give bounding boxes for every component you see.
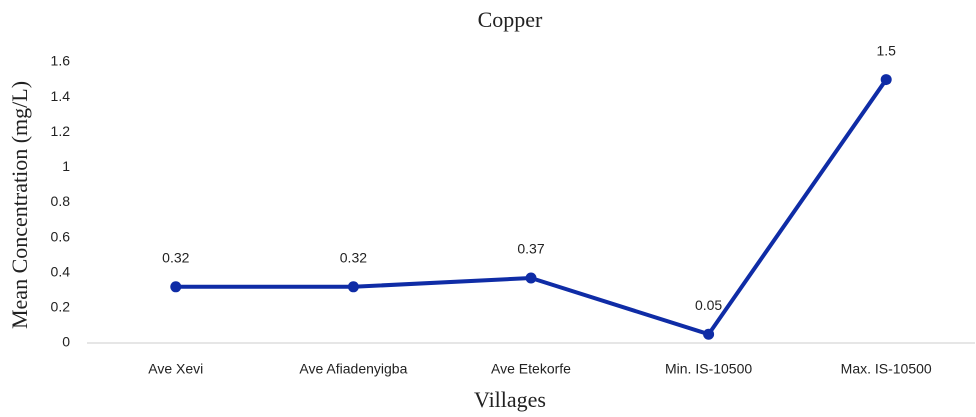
data-label: 1.5 [876,42,896,58]
y-tick-label: 0.2 [51,299,71,315]
y-axis-title: Mean Concentration (mg/L) [7,81,32,329]
y-tick-label: 0 [62,334,70,350]
line-marker [170,281,182,293]
x-tick-label: Ave Afiadenyigba [299,361,407,377]
y-tick-label: 0.8 [51,193,71,209]
line-series [175,78,888,337]
x-tick-label: Min. IS-10500 [665,361,752,377]
y-tick-label: 0.6 [51,228,71,244]
line-marker [347,281,359,293]
x-tick-label: Ave Etekorfe [491,361,571,377]
y-tick-label: 1.2 [51,123,71,139]
y-tick-label: 0.4 [51,263,71,279]
data-label: 0.32 [340,250,367,266]
y-tick-label: 1.6 [51,53,71,69]
data-label: 0.37 [517,241,544,257]
line-marker [525,272,537,284]
y-tick-label: 1 [62,158,70,174]
x-tick-label: Ave Xevi [148,361,203,377]
line-marker [703,328,715,340]
data-label: 0.05 [695,297,722,313]
chart-title: Copper [478,7,543,32]
data-label: 0.32 [162,250,189,266]
x-tick-label: Max. IS-10500 [841,361,932,377]
line-marker [880,74,892,86]
y-tick-label: 1.4 [51,88,71,104]
x-axis-title: Villages [474,387,546,412]
